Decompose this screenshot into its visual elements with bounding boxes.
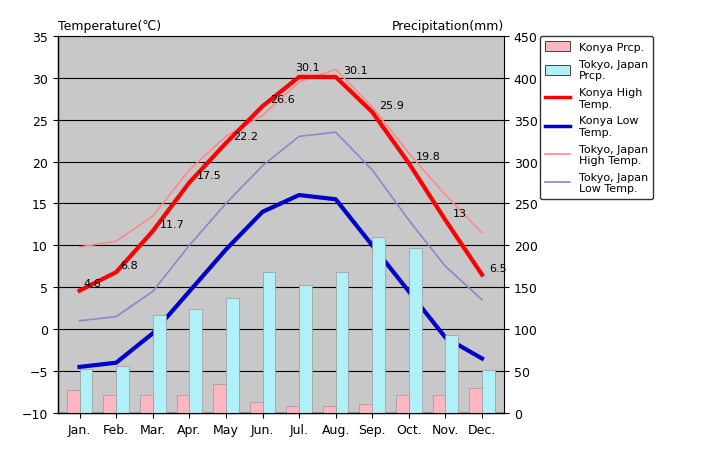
Bar: [67, 391, 79, 413]
Text: 6.8: 6.8: [120, 260, 138, 270]
Text: 4.6: 4.6: [84, 279, 101, 289]
Text: 11.7: 11.7: [160, 219, 185, 230]
Bar: [446, 336, 458, 413]
Bar: [140, 395, 153, 413]
Text: 6.5: 6.5: [490, 263, 507, 273]
Text: Temperature(℃): Temperature(℃): [58, 20, 161, 33]
Bar: [359, 404, 372, 413]
Bar: [263, 273, 275, 413]
Bar: [323, 406, 336, 413]
Bar: [287, 406, 299, 413]
Bar: [299, 285, 312, 413]
Bar: [469, 388, 482, 413]
Text: Precipitation(mm): Precipitation(mm): [392, 20, 504, 33]
Text: 30.1: 30.1: [343, 66, 368, 76]
Bar: [226, 298, 239, 413]
Bar: [372, 237, 385, 413]
Bar: [153, 315, 166, 413]
Bar: [409, 248, 422, 413]
Text: 22.2: 22.2: [233, 132, 258, 141]
Bar: [482, 370, 495, 413]
Text: 25.9: 25.9: [379, 101, 405, 111]
Bar: [104, 395, 116, 413]
Bar: [116, 366, 129, 413]
Bar: [433, 395, 446, 413]
Bar: [213, 384, 226, 413]
Text: 26.6: 26.6: [270, 95, 294, 105]
Text: 19.8: 19.8: [416, 151, 441, 162]
Text: 30.1: 30.1: [295, 63, 320, 73]
Bar: [189, 309, 202, 413]
Text: 17.5: 17.5: [197, 171, 221, 181]
Bar: [176, 395, 189, 413]
Bar: [250, 402, 263, 413]
Bar: [79, 369, 92, 413]
Bar: [336, 273, 348, 413]
Bar: [396, 395, 409, 413]
Text: 13: 13: [453, 208, 467, 218]
Legend: Konya Prcp., Tokyo, Japan
Prcp., Konya High
Temp., Konya Low
Temp., Tokyo, Japan: Konya Prcp., Tokyo, Japan Prcp., Konya H…: [540, 37, 654, 200]
